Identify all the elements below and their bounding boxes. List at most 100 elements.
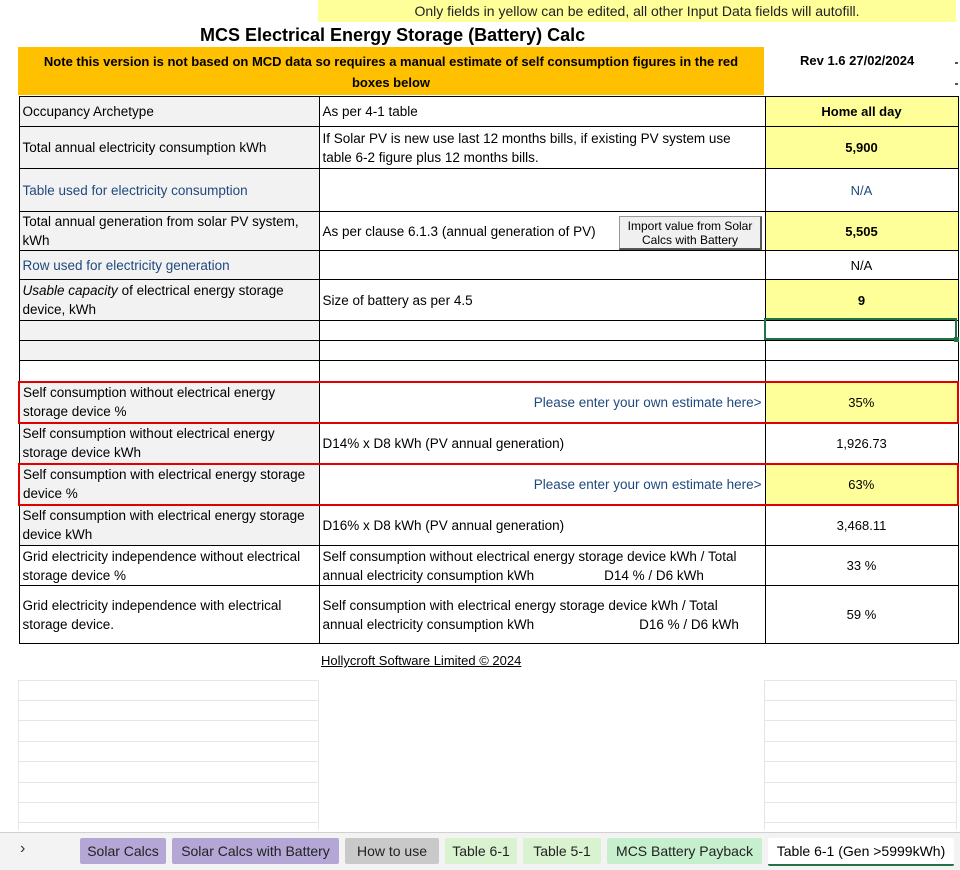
consumption-value[interactable]: 5,900 [764, 126, 959, 169]
row-self-consumption-without-pct: Self consumption without electrical ener… [18, 380, 959, 424]
battery-capacity-value[interactable]: 9 [764, 279, 959, 321]
row-description[interactable]: Self consumption without electrical ener… [318, 545, 766, 586]
formula-text: Self consumption with electrical energy … [322, 597, 718, 632]
row-label[interactable]: Table used for electricity consumption [18, 168, 320, 212]
row-generation-row-used: Row used for electricity generation N/A [18, 250, 959, 280]
grid-line [764, 700, 957, 701]
row-description[interactable]: Self consumption with electrical energy … [318, 585, 766, 644]
grid-line [18, 680, 318, 681]
selected-cell-outline [764, 318, 957, 340]
table-used-value[interactable]: N/A [764, 168, 959, 212]
grid-line [318, 680, 319, 830]
grid-line [956, 680, 957, 830]
row-description[interactable]: Please enter your own estimate here> [318, 380, 766, 424]
row-grid-independence-without: Grid electricity independence without el… [18, 545, 959, 586]
row-description[interactable]: Please enter your own estimate here> [318, 462, 766, 506]
self-consumption-without-value[interactable]: 35% [764, 380, 959, 424]
grid-line [764, 822, 957, 823]
row-self-consumption-with-kwh: Self consumption with electrical energy … [18, 504, 959, 546]
row-label[interactable]: Self consumption with electrical energy … [18, 462, 320, 506]
blank-row [18, 340, 959, 361]
row-label[interactable]: Total annual generation from solar PV sy… [18, 211, 320, 251]
blank-cell[interactable] [18, 360, 320, 382]
row-table-used: Table used for electricity consumption N… [18, 168, 959, 212]
row-label[interactable]: Occupancy Archetype [18, 96, 320, 127]
formula-ref: D14 % / D6 kWh [604, 567, 704, 583]
tab-solar-calcs[interactable]: Solar Calcs [80, 838, 166, 864]
row-grid-independence-with: Grid electricity independence with elect… [18, 585, 959, 644]
row-usable-capacity: Usable capacity of electrical energy sto… [18, 279, 959, 321]
edit-instructions-banner: Only fields in yellow can be edited, all… [318, 0, 956, 22]
blank-row [18, 360, 959, 382]
grid-line [18, 802, 318, 803]
blank-cell[interactable] [764, 340, 959, 361]
grid-line [764, 741, 957, 742]
self-consumption-without-kwh-value[interactable]: 1,926.73 [764, 422, 959, 464]
occupancy-value[interactable]: Home all day [764, 96, 959, 127]
blank-cell[interactable] [318, 320, 766, 341]
row-label[interactable]: Usable capacity of electrical energy sto… [18, 279, 320, 321]
row-annual-generation: Total annual generation from solar PV sy… [18, 211, 959, 251]
row-label[interactable]: Self consumption with electrical energy … [18, 504, 320, 546]
row-description[interactable]: If Solar PV is new use last 12 months bi… [318, 126, 766, 169]
row-annual-consumption: Total annual electricity consumption kWh… [18, 126, 959, 169]
formula-ref: D16 % / D6 kWh [639, 616, 739, 632]
blank-cell[interactable] [18, 320, 320, 341]
grid-independence-without-value[interactable]: 33 % [764, 545, 959, 586]
formula-text: Self consumption without electrical ener… [322, 548, 737, 583]
row-description[interactable] [318, 250, 766, 280]
grid-line [764, 720, 957, 721]
grid-line [18, 822, 318, 823]
tab-mcs-battery-payback[interactable]: MCS Battery Payback [607, 838, 762, 864]
blank-cell[interactable] [318, 340, 766, 361]
blank-cell[interactable] [18, 340, 320, 361]
grid-line [764, 802, 957, 803]
grid-independence-with-value[interactable]: 59 % [764, 585, 959, 644]
row-description[interactable]: D16% x D8 kWh (PV annual generation) [318, 504, 766, 546]
estimate-prompt: Please enter your own estimate here> [533, 394, 762, 410]
grid-line [764, 761, 957, 762]
self-consumption-with-value[interactable]: 63% [764, 462, 959, 506]
generation-value[interactable]: 5,505 [764, 211, 959, 251]
row-occupancy: Occupancy Archetype As per 4-1 table Hom… [18, 96, 959, 127]
chevron-right-icon[interactable]: › [20, 840, 26, 857]
tab-table-6-1[interactable]: Table 6-1 [445, 838, 517, 864]
grid-line [18, 782, 318, 783]
row-description[interactable] [318, 168, 766, 212]
manual-estimate-note: Note this version is not based on MCD da… [18, 47, 764, 95]
grid-line [764, 680, 957, 681]
row-description[interactable]: As per 4-1 table [318, 96, 766, 127]
row-used-value[interactable]: N/A [764, 250, 959, 280]
cell-marker [955, 83, 958, 85]
fill-handle[interactable] [954, 337, 959, 342]
row-label[interactable]: Self consumption without electrical ener… [18, 380, 320, 424]
tab-table-5-1[interactable]: Table 5-1 [523, 838, 601, 864]
grid-line [18, 720, 318, 721]
row-self-consumption-with-pct: Self consumption with electrical energy … [18, 462, 959, 506]
blank-cell[interactable] [764, 360, 959, 382]
blank-cell[interactable] [318, 360, 766, 382]
row-label[interactable]: Grid electricity independence without el… [18, 545, 320, 586]
import-value-button[interactable]: Import value from Solar Calcs with Batte… [619, 216, 762, 250]
grid-line [18, 761, 318, 762]
cell-marker [955, 62, 958, 64]
row-self-consumption-without-kwh: Self consumption without electrical ener… [18, 422, 959, 464]
sheet-title: MCS Electrical Energy Storage (Battery) … [200, 25, 586, 45]
row-label[interactable]: Row used for electricity generation [18, 250, 320, 280]
self-consumption-with-kwh-value[interactable]: 3,468.11 [764, 504, 959, 546]
revision-label: Rev 1.6 27/02/2024 [800, 53, 915, 68]
tab-how-to-use[interactable]: How to use [345, 838, 439, 864]
row-label[interactable]: Total annual electricity consumption kWh [18, 126, 320, 169]
grid-line [18, 680, 19, 830]
blank-row [18, 320, 959, 341]
row-description[interactable]: Size of battery as per 4.5 [318, 279, 766, 321]
grid-line [764, 782, 957, 783]
tab-solar-calcs-with-battery[interactable]: Solar Calcs with Battery [172, 838, 339, 864]
tab-table-6-1-gen[interactable]: Table 6-1 (Gen >5999kWh) [768, 838, 954, 866]
row-label[interactable]: Grid electricity independence with elect… [18, 585, 320, 644]
row-description[interactable]: D14% x D8 kWh (PV annual generation) [318, 422, 766, 464]
usable-capacity-emphasis: Usable capacity [22, 283, 118, 298]
calc-table: Occupancy Archetype As per 4-1 table Hom… [18, 96, 959, 644]
row-label[interactable]: Self consumption without electrical ener… [18, 422, 320, 464]
copyright-link[interactable]: Hollycroft Software Limited © 2024 [321, 653, 522, 668]
